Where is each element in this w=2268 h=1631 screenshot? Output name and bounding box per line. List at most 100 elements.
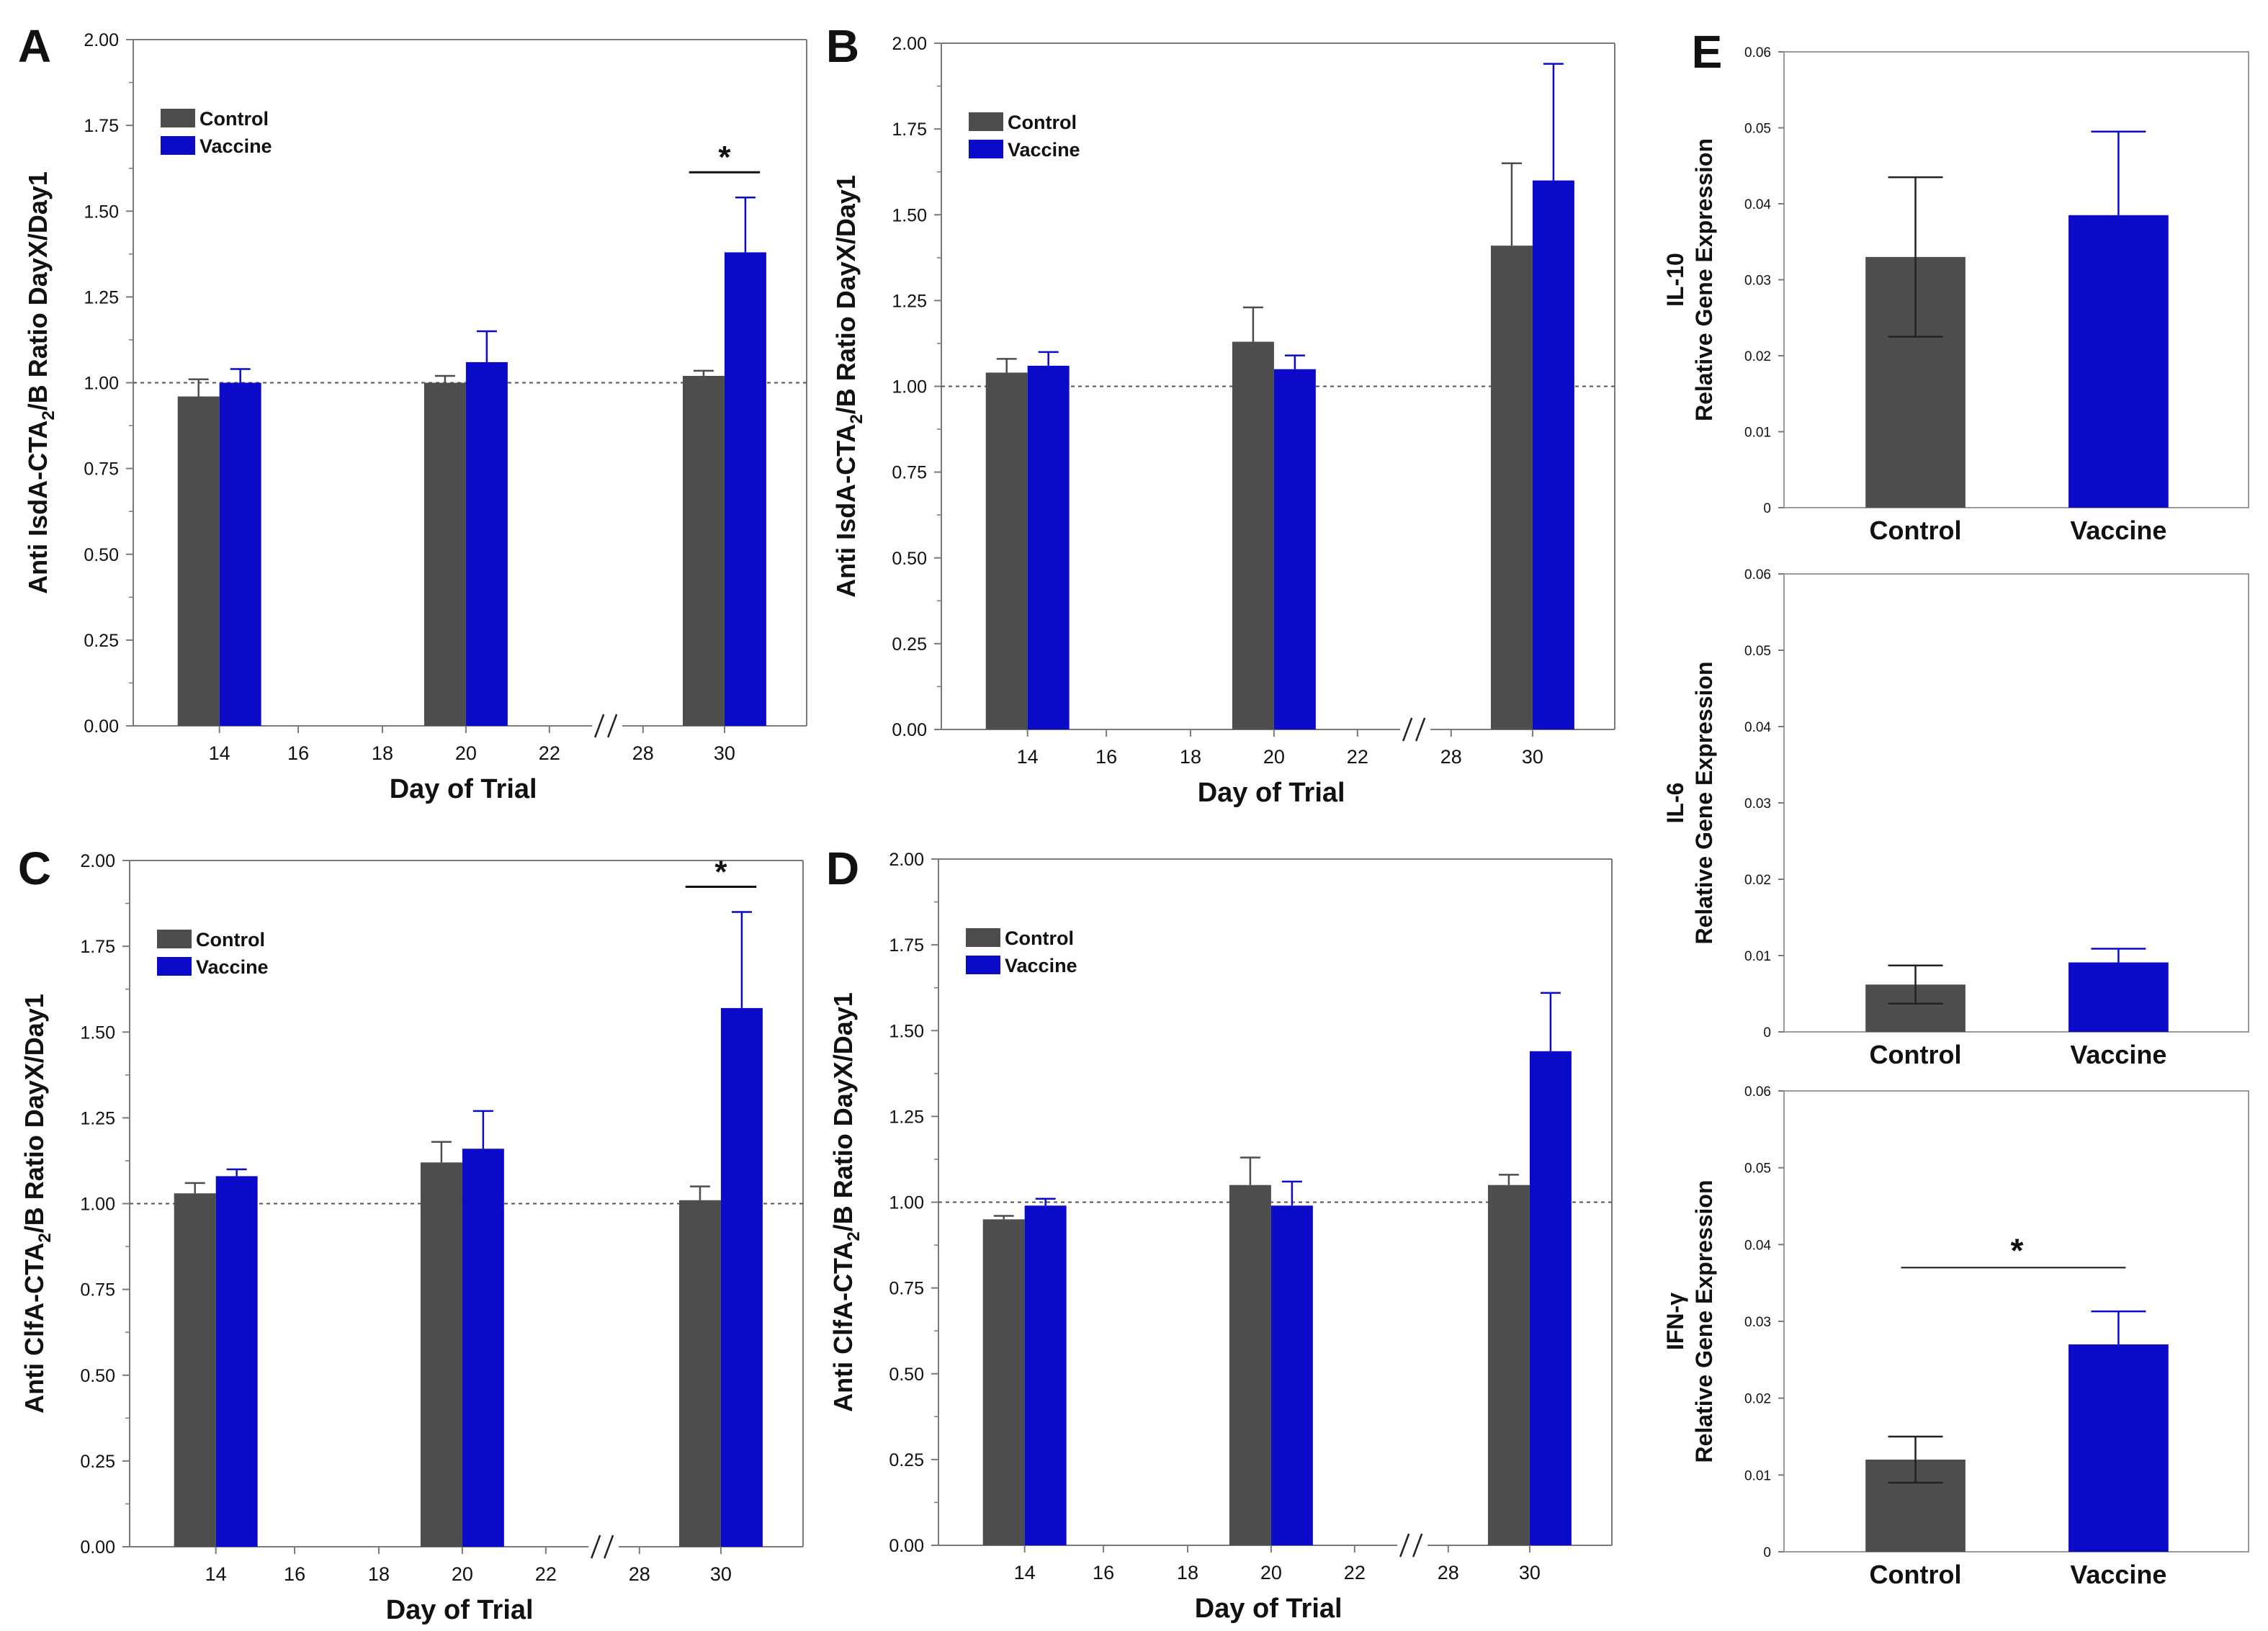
y-tick-label: 0.01 (1744, 426, 1771, 441)
x-tick-label: 22 (1347, 746, 1368, 768)
panel-label: E (1692, 26, 1723, 78)
bar-vaccine (2068, 962, 2169, 1032)
x-tick-label: 16 (287, 742, 309, 764)
x-tick-label: 30 (1522, 746, 1543, 768)
axis-break-mark (1402, 717, 1413, 742)
x-tick-label: 20 (452, 1563, 473, 1585)
y-tick-label: 0.25 (80, 1452, 115, 1472)
axis-break-mark (593, 714, 605, 738)
y-axis-label-text: Anti IsdA-CTA (831, 424, 861, 598)
bar-control (177, 396, 220, 726)
y-tick-label: 0.05 (1744, 122, 1771, 137)
y-tick-label: 1.25 (84, 287, 119, 307)
y-tick-label: 0 (1763, 501, 1771, 516)
bar-control (1229, 1185, 1271, 1545)
x-tick-label: 28 (629, 1563, 650, 1585)
y-axis-label-top: IL-10 (1662, 253, 1688, 307)
y-axis-label: Anti ClfA-CTA2/B Ratio DayX/Day1 (828, 992, 864, 1412)
y-tick-label: 0.25 (84, 631, 119, 651)
x-tick-label: 28 (1440, 746, 1462, 768)
x-tick-label: 16 (1093, 1562, 1114, 1583)
panel-il6: 0 0.01 0.02 0.03 0.04 0.05 0.06 IL-6 Relative Ge… (1662, 567, 2249, 1069)
x-category-label: Control (1870, 1040, 1962, 1069)
bar-vaccine (724, 252, 766, 726)
x-tick-label: 16 (1095, 746, 1117, 768)
y-tick-label: 0.01 (1744, 949, 1771, 964)
y-tick-label: 1.00 (80, 1195, 115, 1215)
panel-D: D 0.00 0.25 0.50 0.75 1.00 1.25 1.50 1.75 2.00 14 1… (826, 843, 1613, 1624)
x-axis-label: Day of Trial (1198, 778, 1345, 808)
bar-vaccine (2068, 1344, 2169, 1552)
panel-B: B 0.00 0.25 0.50 0.75 1.00 1.25 1.50 1.75 2.00 14 1… (826, 20, 1615, 808)
x-axis-label: Day of Trial (390, 774, 537, 804)
legend-label: Control (1005, 927, 1074, 949)
x-tick-label: 14 (1014, 1562, 1036, 1583)
y-tick-label: 2.00 (892, 34, 927, 54)
bar-vaccine (462, 1149, 504, 1547)
y-axis-label-bottom: Relative Gene Expression (1691, 1180, 1717, 1462)
x-tick-label: 14 (209, 742, 230, 764)
y-axis-label-text: /B Ratio DayX/Day1 (828, 992, 858, 1231)
y-axis-label-text: /B Ratio DayX/Day1 (23, 171, 53, 410)
y-tick-label: 0.75 (80, 1280, 115, 1300)
y-axis-label-top: IFN-γ (1662, 1293, 1688, 1350)
y-tick-label: 0 (1763, 1025, 1771, 1041)
legend-label: Vaccine (200, 135, 272, 157)
x-category-label: Vaccine (2070, 1560, 2166, 1589)
y-tick-label: 0.25 (892, 634, 927, 655)
legend-swatch-control (966, 928, 1000, 947)
x-tick-label: 28 (1438, 1562, 1459, 1583)
y-tick-label: 0.50 (892, 549, 927, 569)
y-tick-label: 1.75 (80, 937, 115, 957)
panel-label: A (18, 20, 51, 72)
axis-break-mark (606, 714, 618, 738)
y-axis-label-subscript: 2 (844, 1231, 864, 1241)
x-tick-label: 18 (368, 1563, 390, 1585)
legend-label: Control (200, 108, 269, 130)
x-tick-label: 20 (455, 742, 477, 764)
y-axis-label: Anti IsdA-CTA2/B Ratio DayX/Day1 (831, 175, 866, 598)
bar-control (985, 372, 1028, 729)
y-axis-label-bottom: Relative Gene Expression (1691, 661, 1717, 944)
plot-frame (1783, 51, 2249, 508)
y-tick-label: 1.25 (80, 1108, 115, 1128)
legend-label: Vaccine (1008, 139, 1080, 161)
axis-break-mark (603, 1535, 614, 1559)
legend-swatch-vaccine (969, 140, 1003, 158)
bar-control (1232, 341, 1274, 729)
bar-vaccine (1529, 1051, 1572, 1545)
y-tick-label: 0.06 (1744, 567, 1771, 583)
y-tick-label: 2.00 (80, 851, 115, 871)
y-axis-label-subscript: 2 (35, 1233, 55, 1242)
legend-swatch-vaccine (161, 136, 195, 155)
bar-control (982, 1219, 1025, 1545)
y-axis-label-text: Anti ClfA-CTA (828, 1241, 858, 1412)
x-tick-label: 22 (539, 742, 560, 764)
legend-swatch-control (969, 112, 1003, 131)
axis-break-mark (590, 1535, 601, 1559)
y-tick-label: 1.75 (892, 120, 927, 140)
y-axis-label-text: /B Ratio DayX/Day1 (19, 994, 49, 1233)
bar-control (423, 382, 466, 726)
y-tick-label: 1.75 (889, 935, 924, 956)
bar-control (682, 375, 725, 726)
x-category-label: Control (1870, 1560, 1962, 1589)
y-tick-label: 0.04 (1744, 197, 1771, 212)
x-tick-label: 30 (1519, 1562, 1541, 1583)
y-tick-label: 0.00 (80, 1537, 115, 1558)
significance-star: * (2011, 1231, 2024, 1269)
x-category-label: Vaccine (2070, 516, 2166, 545)
y-tick-label: 0.00 (889, 1536, 924, 1556)
y-tick-label: 0.06 (1744, 45, 1771, 60)
plot-frame (1783, 573, 2249, 1033)
legend-label: Vaccine (196, 956, 269, 978)
x-tick-label: 20 (1260, 1562, 1282, 1583)
y-tick-label: 0.50 (84, 545, 119, 565)
axis-break-mark (1399, 1533, 1410, 1558)
x-category-label: Control (1870, 516, 1962, 545)
x-tick-label: 18 (372, 742, 393, 764)
bar-control (1490, 246, 1533, 729)
y-tick-label: 0.06 (1744, 1084, 1771, 1100)
y-tick-label: 1.00 (889, 1193, 924, 1213)
